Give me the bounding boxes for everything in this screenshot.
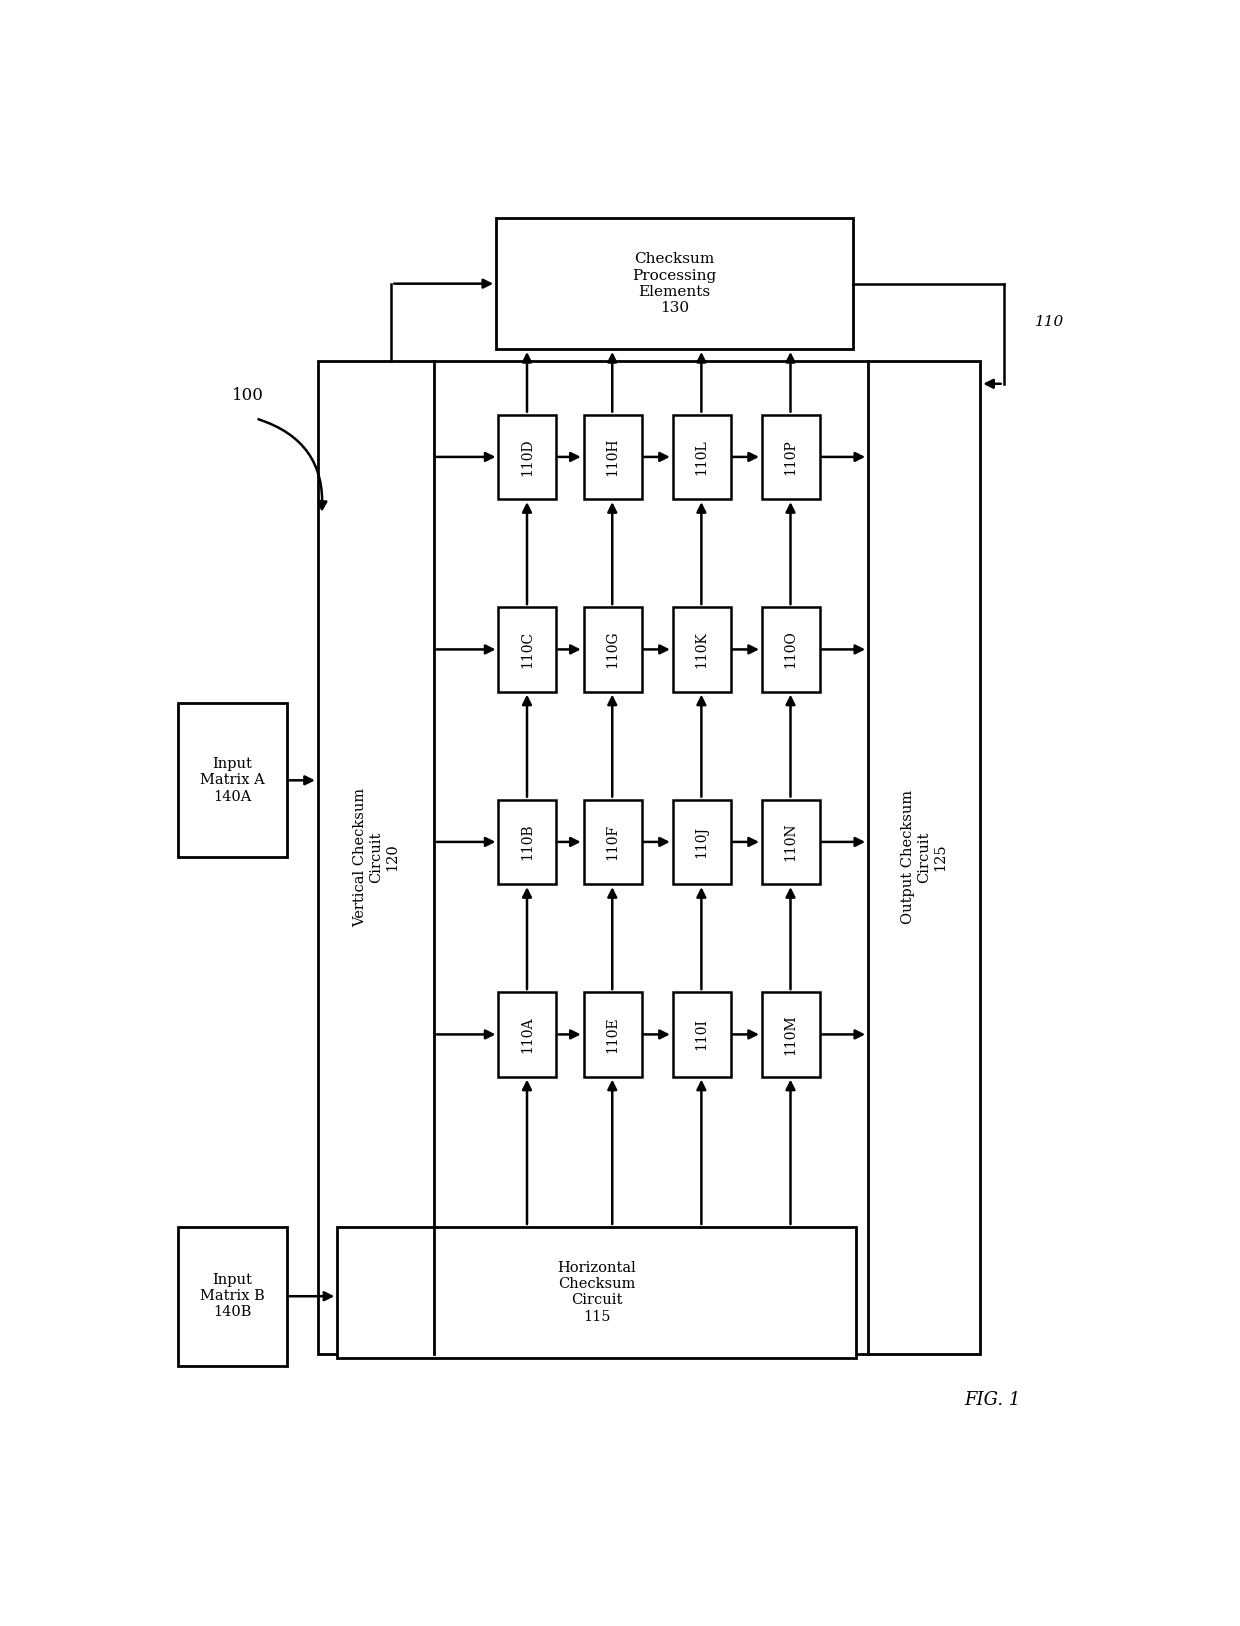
Text: 110: 110 <box>1034 315 1064 328</box>
Bar <box>498 992 557 1076</box>
Text: Input
Matrix B
140B: Input Matrix B 140B <box>200 1273 265 1319</box>
Text: Vertical Checksum
Circuit
120: Vertical Checksum Circuit 120 <box>352 787 399 927</box>
Bar <box>761 800 820 885</box>
Text: Checksum
Processing
Elements
130: Checksum Processing Elements 130 <box>632 252 717 315</box>
Bar <box>179 704 286 857</box>
Text: 100: 100 <box>232 387 264 403</box>
Bar <box>498 606 557 691</box>
Text: 110P: 110P <box>784 439 797 475</box>
Bar <box>498 800 557 885</box>
Bar <box>584 800 642 885</box>
Bar <box>317 361 981 1354</box>
Bar <box>672 992 730 1076</box>
Bar <box>584 606 642 691</box>
Text: Input
Matrix A
140A: Input Matrix A 140A <box>200 758 265 803</box>
Bar <box>761 606 820 691</box>
Text: 110B: 110B <box>520 824 534 860</box>
Text: 110I: 110I <box>694 1018 708 1050</box>
Text: 110N: 110N <box>784 823 797 862</box>
Text: 110G: 110G <box>605 631 619 668</box>
Text: 110A: 110A <box>520 1016 534 1052</box>
Text: 110J: 110J <box>694 826 708 859</box>
Bar <box>672 606 730 691</box>
Text: 110M: 110M <box>784 1015 797 1055</box>
Text: 110F: 110F <box>605 824 619 860</box>
Text: 110E: 110E <box>605 1016 619 1052</box>
FancyArrowPatch shape <box>258 420 326 509</box>
Text: 110L: 110L <box>694 439 708 475</box>
Text: 110K: 110K <box>694 631 708 668</box>
Text: Horizontal
Checksum
Circuit
115: Horizontal Checksum Circuit 115 <box>557 1262 636 1324</box>
Bar <box>584 415 642 499</box>
Bar <box>179 1228 286 1366</box>
Bar <box>761 992 820 1076</box>
Text: FIG. 1: FIG. 1 <box>963 1392 1021 1410</box>
Bar <box>498 415 557 499</box>
Text: 110H: 110H <box>605 437 619 476</box>
Text: 110D: 110D <box>520 437 534 476</box>
Bar <box>584 992 642 1076</box>
Bar <box>672 800 730 885</box>
Bar <box>672 415 730 499</box>
Bar <box>496 218 853 350</box>
Bar <box>337 1228 857 1358</box>
Bar <box>761 415 820 499</box>
Text: 110O: 110O <box>784 631 797 668</box>
Text: Output Checksum
Circuit
125: Output Checksum Circuit 125 <box>900 790 947 925</box>
Text: 110C: 110C <box>520 631 534 668</box>
